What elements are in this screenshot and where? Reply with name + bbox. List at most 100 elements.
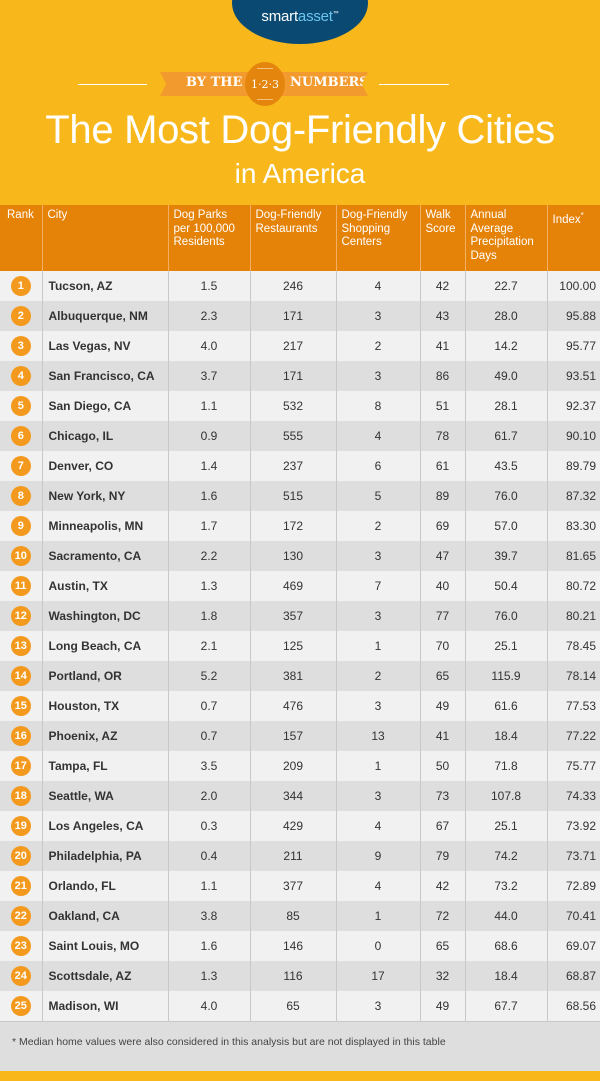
restaurants-cell: 172	[249, 511, 336, 541]
shopping-cell: 4	[335, 811, 420, 841]
rank-cell: 7	[0, 451, 42, 481]
walk-score-cell: 72	[419, 901, 465, 931]
table-header-row: Rank City Dog Parks per 100,000 Resident…	[0, 205, 600, 271]
rank-cell: 22	[0, 901, 42, 931]
restaurants-cell: 157	[249, 721, 336, 751]
table-row: 4 San Francisco, CA 3.7 171 3 86 49.0 93.51	[0, 361, 600, 391]
index-cell: 89.79	[546, 451, 600, 481]
rank-badge: 10	[10, 546, 31, 566]
restaurants-cell: 357	[249, 601, 336, 631]
dog-parks-cell: 3.5	[167, 751, 250, 781]
shopping-cell: 1	[335, 751, 420, 781]
header-city: City	[41, 205, 168, 271]
brand-wordmark: smartasset™	[232, 8, 368, 25]
walk-score-cell: 49	[419, 691, 465, 721]
table-row: 25 Madison, WI 4.0 65 3 49 67.7 68.56	[0, 991, 600, 1021]
index-cell: 95.88	[546, 301, 600, 331]
rank-badge: 4	[10, 366, 31, 386]
header-rank: Rank	[0, 205, 42, 271]
table-row: 2 Albuquerque, NM 2.3 171 3 43 28.0 95.88	[0, 301, 600, 331]
restaurants-cell: 532	[249, 391, 336, 421]
restaurants-cell: 476	[249, 691, 336, 721]
rank-cell: 15	[0, 691, 42, 721]
index-cell: 78.45	[546, 631, 600, 661]
precipitation-cell: 25.1	[464, 631, 547, 661]
table-row: 11 Austin, TX 1.3 469 7 40 50.4 80.72	[0, 571, 600, 601]
restaurants-cell: 146	[249, 931, 336, 961]
numbers-badge-icon: 1·2·3	[245, 62, 285, 106]
asterisk-icon: *	[580, 211, 584, 220]
trademark-icon: ™	[332, 11, 339, 17]
precipitation-cell: 49.0	[464, 361, 547, 391]
walk-score-cell: 49	[419, 991, 465, 1021]
index-cell: 81.65	[546, 541, 600, 571]
precipitation-cell: 22.7	[464, 271, 547, 301]
rank-cell: 2	[0, 301, 42, 331]
table-row: 22 Oakland, CA 3.8 85 1 72 44.0 70.41	[0, 901, 600, 931]
rank-cell: 19	[0, 811, 42, 841]
rank-badge: 19	[10, 816, 31, 836]
table-row: 6 Chicago, IL 0.9 555 4 78 61.7 90.10	[0, 421, 600, 451]
walk-score-cell: 43	[419, 301, 465, 331]
table-row: 1 Tucson, AZ 1.5 246 4 42 22.7 100.00	[0, 271, 600, 301]
index-cell: 90.10	[546, 421, 600, 451]
restaurants-cell: 65	[249, 991, 336, 1021]
page-subtitle: in America	[234, 158, 366, 189]
city-cell: Austin, TX	[41, 571, 168, 601]
index-cell: 78.14	[546, 661, 600, 691]
restaurants-cell: 209	[249, 751, 336, 781]
dog-parks-cell: 3.7	[167, 361, 250, 391]
byline-right-text: NUMBERS	[290, 75, 369, 90]
shopping-cell: 3	[335, 781, 420, 811]
table-row: 19 Los Angeles, CA 0.3 429 4 67 25.1 73.92	[0, 811, 600, 841]
precipitation-cell: 18.4	[464, 961, 547, 991]
table-row: 17 Tampa, FL 3.5 209 1 50 71.8 75.77	[0, 751, 600, 781]
walk-score-cell: 42	[419, 271, 465, 301]
rank-cell: 9	[0, 511, 42, 541]
rank-badge: 25	[10, 996, 31, 1016]
table-row: 16 Phoenix, AZ 0.7 157 13 41 18.4 77.22	[0, 721, 600, 751]
walk-score-cell: 40	[419, 571, 465, 601]
index-cell: 93.51	[546, 361, 600, 391]
header-dog-parks: Dog Parks per 100,000 Residents	[167, 205, 250, 271]
table-row: 15 Houston, TX 0.7 476 3 49 61.6 77.53	[0, 691, 600, 721]
table-row: 7 Denver, CO 1.4 237 6 61 43.5 89.79	[0, 451, 600, 481]
rank-badge: 21	[10, 876, 31, 896]
city-cell: Phoenix, AZ	[41, 721, 168, 751]
rank-badge: 22	[10, 906, 31, 926]
dog-parks-cell: 0.7	[167, 721, 250, 751]
city-cell: Long Beach, CA	[41, 631, 168, 661]
table-row: 20 Philadelphia, PA 0.4 211 9 79 74.2 73.71	[0, 841, 600, 871]
dog-parks-cell: 1.3	[167, 961, 250, 991]
rank-badge: 12	[10, 606, 31, 626]
table-row: 21 Orlando, FL 1.1 377 4 42 73.2 72.89	[0, 871, 600, 901]
table-row: 9 Minneapolis, MN 1.7 172 2 69 57.0 83.30	[0, 511, 600, 541]
precipitation-cell: 18.4	[464, 721, 547, 751]
precipitation-cell: 74.2	[464, 841, 547, 871]
rank-badge: 20	[10, 846, 31, 866]
rankings-table: Rank City Dog Parks per 100,000 Resident…	[0, 205, 600, 1021]
rank-cell: 12	[0, 601, 42, 631]
rank-badge: 14	[10, 666, 31, 686]
precipitation-cell: 61.7	[464, 421, 547, 451]
rank-cell: 10	[0, 541, 42, 571]
header-shopping: Dog-Friendly Shopping Centers	[335, 205, 420, 271]
dog-parks-cell: 1.6	[167, 481, 250, 511]
city-cell: Houston, TX	[41, 691, 168, 721]
rank-badge: 2	[10, 306, 31, 326]
walk-score-cell: 77	[419, 601, 465, 631]
city-cell: Orlando, FL	[41, 871, 168, 901]
dog-parks-cell: 1.6	[167, 931, 250, 961]
walk-score-cell: 41	[419, 721, 465, 751]
divider-left	[78, 84, 147, 85]
shopping-cell: 4	[335, 271, 420, 301]
rank-badge: 23	[10, 936, 31, 956]
restaurants-cell: 429	[249, 811, 336, 841]
rank-badge: 6	[10, 426, 31, 446]
restaurants-cell: 85	[249, 901, 336, 931]
shopping-cell: 9	[335, 841, 420, 871]
index-cell: 87.32	[546, 481, 600, 511]
header-index: Index*	[546, 205, 600, 271]
restaurants-cell: 130	[249, 541, 336, 571]
shopping-cell: 2	[335, 331, 420, 361]
